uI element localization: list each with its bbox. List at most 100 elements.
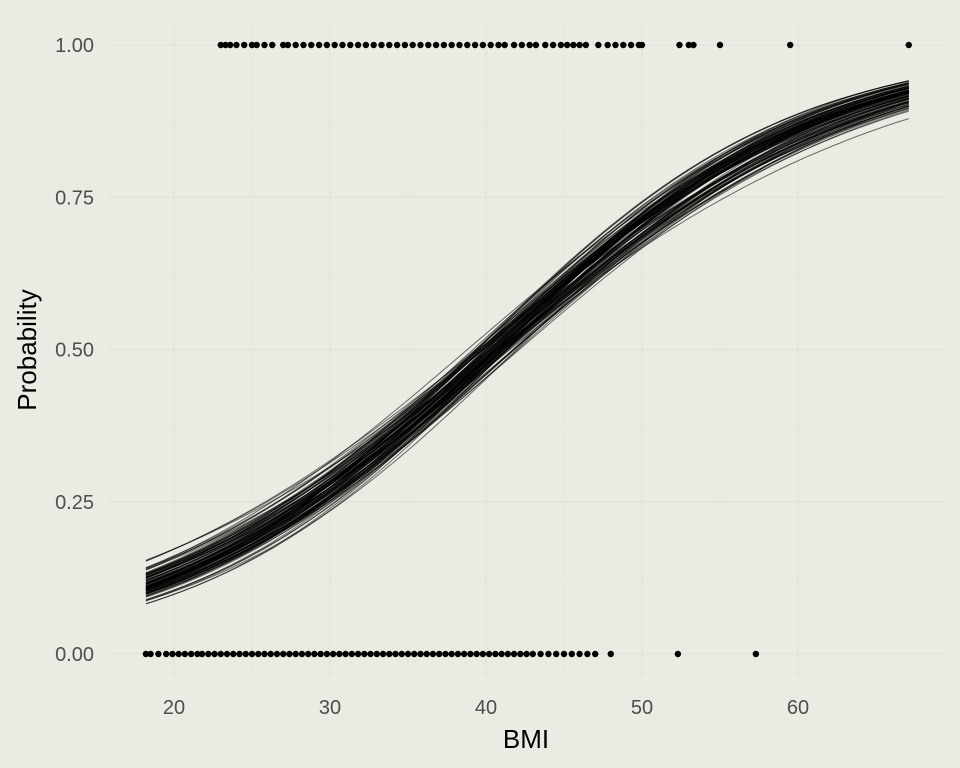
observation-point-y0 (205, 650, 212, 658)
observation-point-y0 (194, 650, 201, 658)
observation-point-y1 (495, 41, 502, 49)
observation-point-y0 (280, 650, 287, 658)
observation-point-y0 (442, 650, 449, 658)
x-tick-label: 40 (475, 697, 497, 719)
observation-point-y0 (142, 650, 150, 658)
observation-point-y0 (304, 650, 312, 658)
observation-point-y1 (409, 41, 416, 49)
observation-point-y1 (685, 41, 692, 49)
observation-point-y1 (339, 41, 346, 49)
observation-point-y1 (432, 41, 440, 49)
observation-point-y1 (638, 41, 646, 49)
observation-point-y0 (298, 650, 306, 658)
observation-point-y0 (147, 650, 154, 658)
observation-point-y0 (607, 650, 614, 658)
observation-point-y0 (255, 650, 262, 658)
observation-point-y1 (401, 41, 409, 49)
observation-point-y1 (526, 41, 533, 49)
observation-point-y1 (542, 41, 549, 49)
observation-point-y1 (464, 41, 471, 49)
y-tick-label: 0.00 (55, 644, 94, 666)
observation-point-y1 (690, 41, 697, 49)
observation-point-y0 (674, 650, 682, 658)
observation-point-y1 (308, 41, 315, 49)
observation-point-y0 (187, 650, 195, 658)
observation-point-y1 (354, 41, 362, 49)
observation-point-y0 (329, 650, 337, 658)
observation-point-y0 (163, 650, 170, 658)
observation-point-y1 (347, 41, 354, 49)
observation-point-y0 (392, 650, 399, 658)
observation-point-y0 (323, 650, 331, 658)
y-tick-label: 0.50 (55, 340, 94, 362)
observation-point-y1 (222, 41, 229, 49)
observation-point-y1 (261, 41, 268, 49)
observation-point-y0 (367, 650, 374, 658)
observation-point-y0 (242, 650, 249, 658)
observation-point-y0 (417, 650, 424, 658)
observation-point-y1 (456, 41, 463, 49)
observation-point-y0 (155, 650, 162, 658)
observation-point-y0 (448, 650, 455, 658)
probability-curve (145, 85, 909, 591)
observation-point-y1 (269, 41, 276, 49)
x-tick-label: 50 (631, 697, 653, 719)
probability-curve (145, 95, 909, 574)
observation-point-y0 (211, 650, 218, 658)
observation-point-y0 (568, 650, 575, 658)
observation-point-y0 (473, 650, 480, 658)
observation-point-y0 (584, 650, 591, 658)
x-tick-label: 60 (787, 697, 809, 719)
observation-point-y0 (537, 650, 544, 658)
observation-point-y0 (523, 650, 530, 658)
observation-point-y0 (386, 650, 393, 658)
observation-point-y1 (627, 41, 635, 49)
observation-point-y0 (236, 650, 243, 658)
observation-point-y1 (576, 41, 583, 49)
x-tick-label: 20 (163, 697, 185, 719)
observation-point-y0 (373, 650, 380, 658)
observation-point-y1 (510, 41, 518, 49)
observations (142, 41, 912, 658)
observation-point-y1 (362, 41, 370, 49)
observation-point-y1 (487, 41, 494, 49)
observation-point-y0 (217, 650, 224, 658)
observation-point-y1 (315, 41, 323, 49)
observation-point-y1 (582, 41, 590, 49)
observation-point-y0 (267, 650, 274, 658)
x-axis-title: BMI (503, 724, 549, 754)
observation-point-y1 (557, 41, 565, 49)
probability-curve (145, 92, 909, 576)
observation-point-y1 (393, 41, 401, 49)
observation-point-y1 (217, 41, 224, 49)
observation-point-y1 (471, 41, 479, 49)
observation-point-y0 (348, 650, 356, 658)
observation-point-y1 (386, 41, 393, 49)
x-axis-ticks: 20 30 40 50 60 (163, 697, 809, 719)
observation-point-y0 (492, 650, 499, 658)
observation-point-y0 (485, 650, 493, 658)
observation-point-y1 (440, 41, 448, 49)
probability-curve (145, 88, 909, 589)
observation-point-y1 (425, 41, 432, 49)
observation-point-y1 (716, 41, 724, 49)
observation-point-y1 (787, 41, 794, 49)
observation-point-y0 (169, 650, 176, 658)
observation-point-y1 (323, 41, 331, 49)
observation-point-y0 (504, 650, 512, 658)
observation-point-y0 (354, 650, 362, 658)
observation-point-y0 (404, 650, 412, 658)
observation-point-y1 (518, 41, 526, 49)
observation-point-y1 (448, 41, 455, 49)
observation-point-y1 (595, 41, 602, 49)
observation-point-y0 (498, 650, 505, 658)
observation-point-y0 (317, 650, 324, 658)
observation-point-y0 (510, 650, 518, 658)
observation-point-y1 (253, 41, 260, 49)
observation-point-y0 (454, 650, 462, 658)
observation-point-y1 (905, 41, 912, 49)
observation-point-y1 (241, 41, 248, 49)
observation-point-y1 (233, 41, 240, 49)
observation-point-y0 (292, 650, 299, 658)
